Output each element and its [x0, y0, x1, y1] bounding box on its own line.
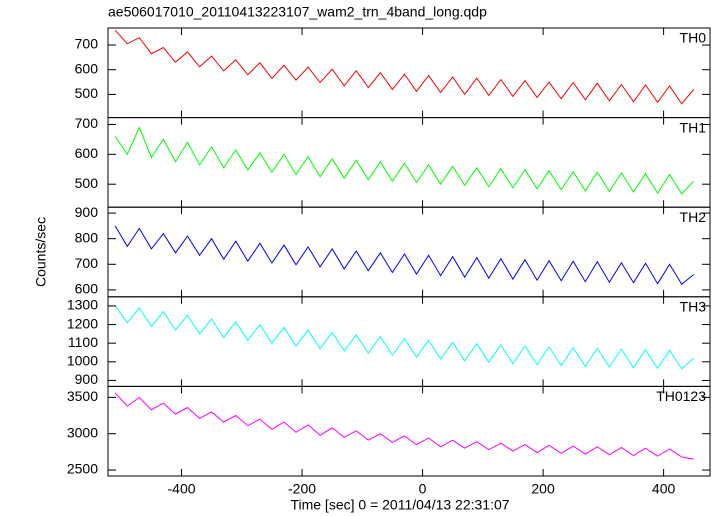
y-tick-label: 600	[75, 281, 99, 297]
y-axis-label: Counts/sec	[33, 217, 49, 287]
x-tick-label: 200	[531, 481, 555, 497]
x-tick-label: -400	[168, 481, 196, 497]
y-tick-label: 3000	[67, 424, 98, 440]
series-line	[114, 29, 695, 105]
y-tick-label: 1000	[67, 353, 98, 369]
y-tick-label: 600	[75, 145, 99, 161]
panel-frame	[107, 296, 711, 387]
panel-frame	[107, 206, 711, 298]
x-axis-label: Time [sec] 0 = 2011/04/13 22:31:07	[290, 497, 509, 513]
y-tick-label: 700	[75, 115, 99, 131]
y-tick-label: 3500	[67, 388, 98, 404]
y-tick-label: 1300	[67, 297, 98, 313]
y-tick-label: 900	[75, 371, 99, 387]
series-line	[114, 126, 695, 195]
series-name: TH1	[680, 119, 707, 135]
series-name: TH0	[680, 30, 707, 46]
y-tick-label: 900	[75, 204, 99, 220]
series-line	[114, 305, 695, 370]
panel-frame	[107, 27, 711, 119]
chart-title: ae506017010_20110413223107_wam2_trn_4ban…	[108, 4, 487, 20]
y-tick-label: 600	[75, 60, 99, 76]
y-tick-label: 1100	[68, 334, 98, 350]
x-tick-label: 400	[652, 481, 676, 497]
panel-frame	[107, 385, 711, 477]
y-tick-label: 1200	[67, 315, 98, 331]
series-line	[114, 392, 694, 460]
y-tick-label: 2500	[67, 461, 98, 477]
series-name: TH3	[680, 299, 707, 315]
series-name: TH0123	[656, 388, 706, 404]
series-line	[114, 225, 695, 286]
x-tick-label: 0	[419, 481, 427, 497]
series-name: TH2	[680, 209, 707, 225]
y-tick-label: 700	[75, 255, 99, 271]
y-tick-label: 800	[75, 229, 99, 245]
x-tick-label: -200	[288, 481, 316, 497]
y-tick-label: 700	[75, 36, 99, 52]
y-tick-label: 500	[75, 85, 99, 101]
y-tick-label: 500	[75, 175, 99, 191]
